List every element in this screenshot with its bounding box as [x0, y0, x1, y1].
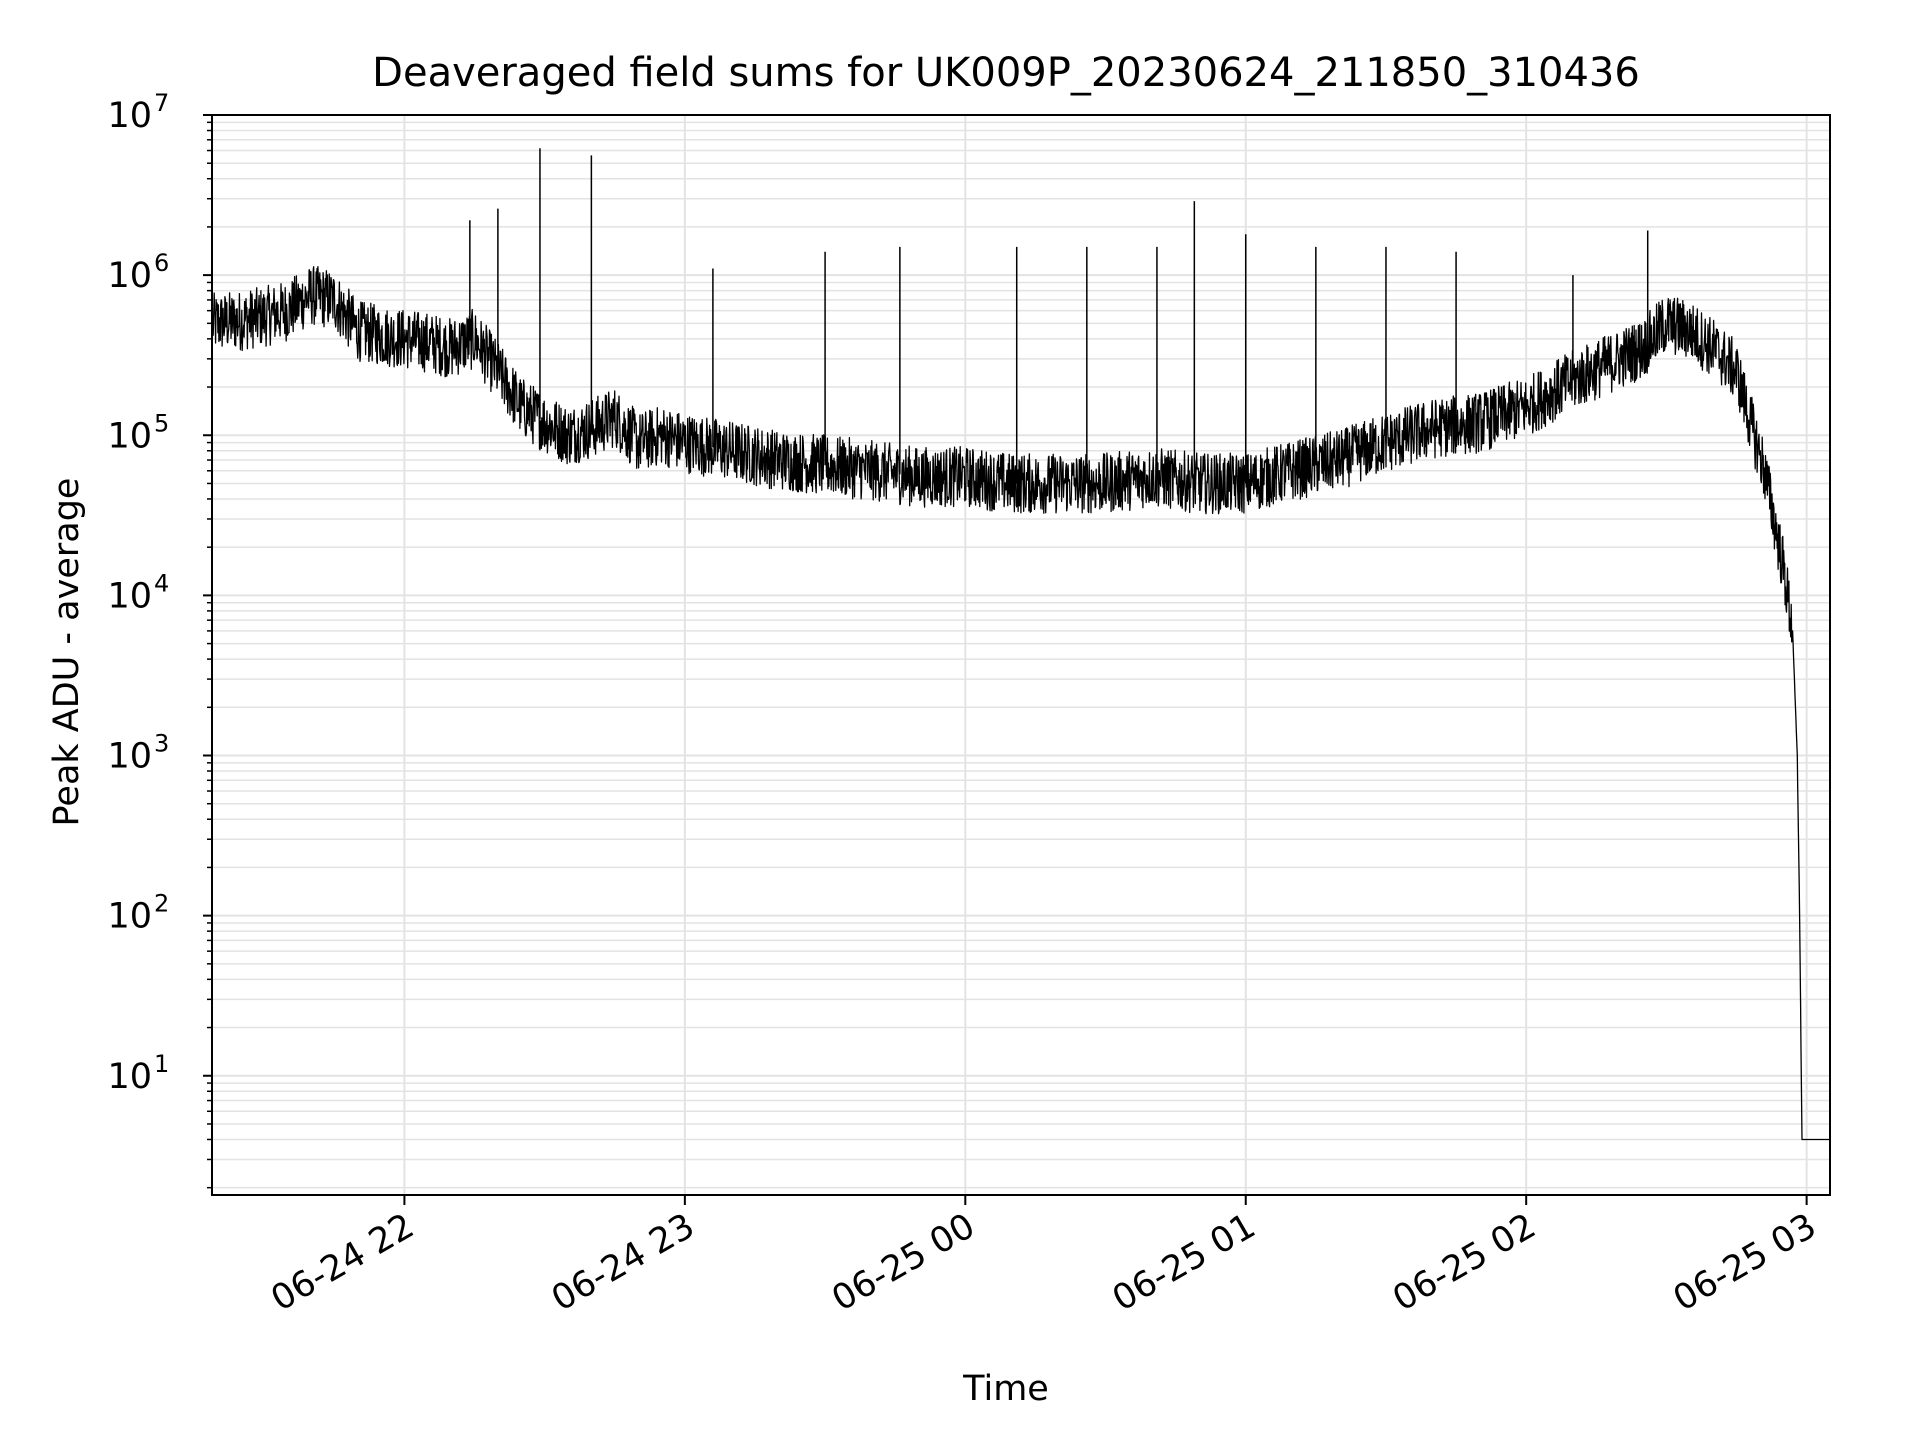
series-line	[212, 266, 1831, 1141]
y-tick-base: 10	[107, 416, 152, 456]
x-tick-label: 06-25 01	[1106, 1206, 1262, 1319]
x-tick-label: 06-24 22	[265, 1206, 421, 1319]
x-tick-label: 06-24 23	[545, 1206, 701, 1319]
y-tick-exponent: 7	[154, 89, 169, 117]
y-tick-exponent: 2	[154, 890, 169, 918]
y-tick-exponent: 3	[154, 730, 169, 758]
chart-title: Deaveraged field sums for UK009P_2023062…	[372, 50, 1640, 96]
y-tick-exponent: 1	[154, 1050, 169, 1078]
grid-lines	[212, 114, 1830, 1195]
y-tick-label: 10	[107, 96, 152, 136]
x-axis-label: Time	[962, 1369, 1049, 1409]
y-tick-base: 10	[107, 256, 152, 296]
y-tick-label: 10	[107, 737, 152, 777]
y-tick-label: 10	[107, 576, 152, 616]
y-tick-label: 10	[107, 1057, 152, 1097]
plot-frame	[211, 114, 1831, 1196]
y-tick-base: 10	[107, 897, 152, 937]
y-tick-base: 10	[107, 96, 152, 136]
y-tick-label: 10	[107, 897, 152, 937]
y-axis-label: Peak ADU - average	[47, 478, 87, 827]
y-tick-exponent: 4	[154, 569, 169, 597]
y-tick-label: 10	[107, 416, 152, 456]
y-tick-base: 10	[107, 576, 152, 616]
y-tick-exponent: 5	[154, 409, 169, 437]
data-layer	[212, 148, 1831, 1141]
y-tick-base: 10	[107, 737, 152, 777]
x-tick-label: 06-25 00	[826, 1206, 982, 1319]
y-tick-base: 10	[107, 1057, 152, 1097]
x-tick-label: 06-25 03	[1667, 1206, 1823, 1319]
y-tick-exponent: 6	[154, 249, 169, 277]
x-tick-label: 06-25 02	[1386, 1206, 1542, 1319]
y-tick-label: 10	[107, 256, 152, 296]
